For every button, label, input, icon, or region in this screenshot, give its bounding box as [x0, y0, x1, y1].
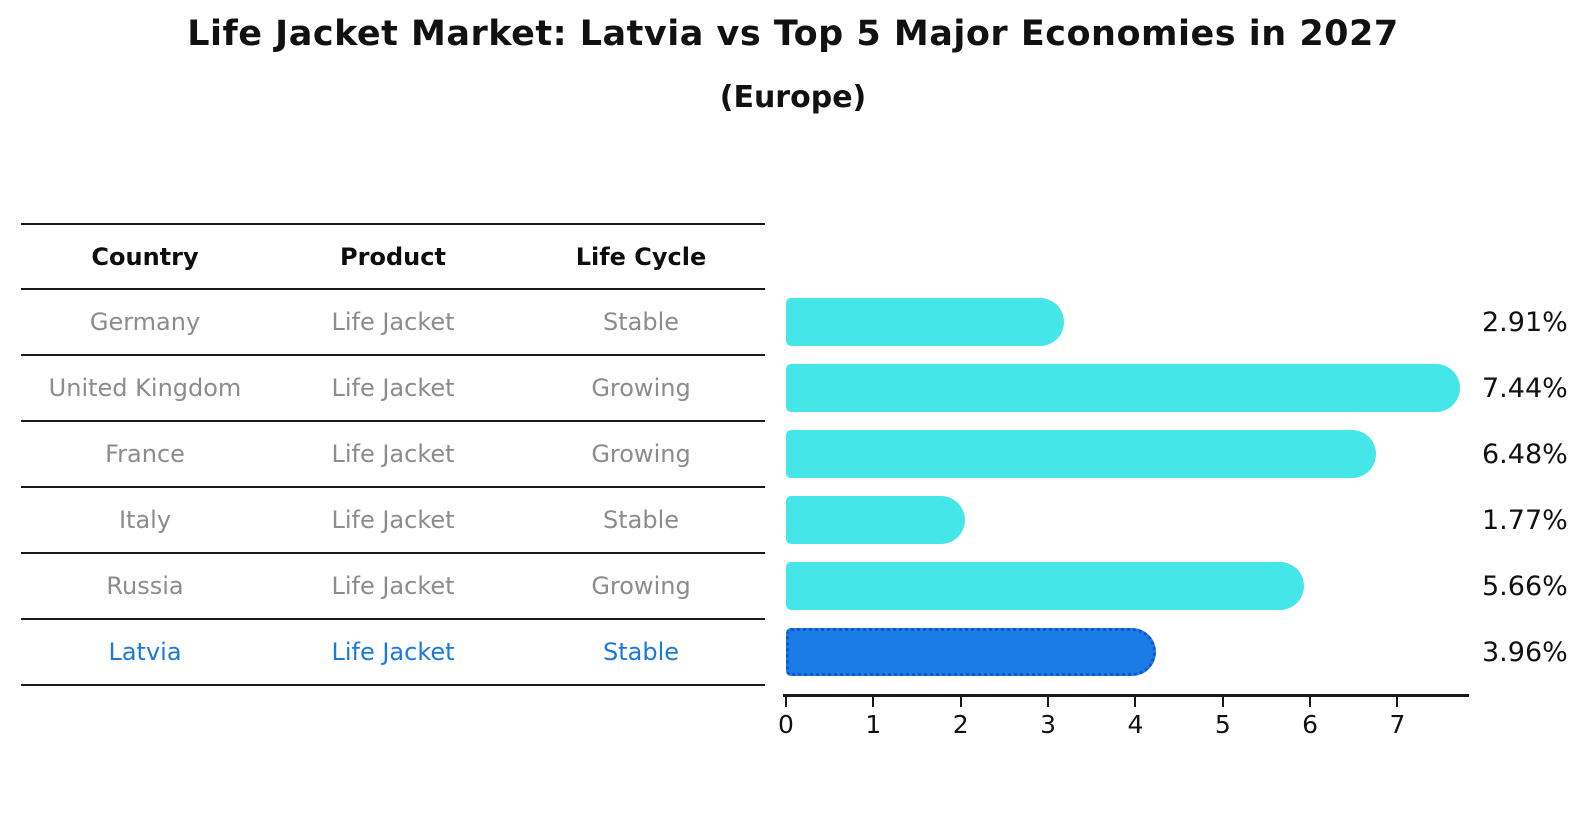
bar-france [786, 430, 1377, 478]
cell-product: Life Jacket [331, 374, 455, 402]
table-row-latvia: Latvia Life Jacket Stable [21, 620, 765, 686]
x-tick-label-7: 7 [1389, 710, 1406, 739]
x-tick-mark-2 [959, 697, 962, 707]
country-table: Country Product Life Cycle Germany Life J… [21, 223, 765, 686]
cell-product: Life Jacket [331, 638, 455, 666]
cell-product: Life Jacket [331, 308, 455, 336]
cell-country: Russia [106, 572, 184, 600]
x-tick-mark-1 [872, 697, 875, 707]
bar-germany [786, 298, 1065, 346]
bar-united-kingdom [786, 364, 1460, 412]
cell-country: France [105, 440, 185, 468]
table-row-france: France Life Jacket Growing [21, 422, 765, 488]
bar-row-latvia [786, 619, 1470, 685]
cell-country: Germany [89, 308, 201, 336]
value-label-italy: 1.77% [1482, 504, 1568, 536]
table-row-russia: Russia Life Jacket Growing [21, 554, 765, 620]
cell-life-cycle: Stable [602, 506, 680, 534]
bar-row-russia [786, 553, 1470, 619]
column-header-country: Country [91, 242, 199, 271]
cell-country: Latvia [108, 638, 182, 666]
value-labels: 2.91% 7.44% 6.48% 1.77% 5.66% 3.96% [1482, 289, 1582, 685]
x-tick-label-0: 0 [778, 710, 794, 739]
x-tick-mark-0 [785, 697, 787, 707]
column-header-life-cycle: Life Cycle [575, 242, 707, 271]
value-label-united-kingdom: 7.44% [1482, 372, 1568, 404]
x-axis-line [783, 694, 1469, 697]
cell-life-cycle: Stable [602, 638, 680, 666]
cell-life-cycle: Growing [591, 572, 691, 600]
cell-country: Italy [118, 506, 172, 534]
table-row-italy: Italy Life Jacket Stable [21, 488, 765, 554]
x-tick-mark-3 [1047, 697, 1050, 707]
bar-latvia [786, 628, 1156, 676]
bar-russia [786, 562, 1305, 610]
bar-row-italy [786, 487, 1470, 553]
x-tick-label-5: 5 [1214, 710, 1231, 739]
x-tick-mark-7 [1396, 697, 1399, 707]
cell-life-cycle: Stable [602, 308, 680, 336]
cell-product: Life Jacket [331, 506, 455, 534]
table-body: Germany Life Jacket Stable United Kingdom Li… [21, 290, 765, 686]
value-label-germany: 2.91% [1482, 306, 1568, 338]
bar-row-france [786, 421, 1470, 487]
table-row-united-kingdom: United Kingdom Life Jacket Growing [21, 356, 765, 422]
chart-title: Life Jacket Market: Latvia vs Top 5 Majo… [187, 14, 1399, 54]
bar-area [786, 289, 1470, 685]
x-tick-mark-5 [1221, 697, 1224, 707]
x-tick-label-1: 1 [865, 710, 882, 739]
value-label-russia: 5.66% [1482, 570, 1568, 602]
bar-row-germany [786, 289, 1470, 355]
cell-life-cycle: Growing [591, 440, 691, 468]
bar-italy [786, 496, 965, 544]
value-label-latvia: 3.96% [1482, 636, 1568, 668]
value-label-france: 6.48% [1482, 438, 1568, 470]
cell-country: United Kingdom [48, 374, 242, 402]
cell-product: Life Jacket [331, 572, 455, 600]
table-header-row: Country Product Life Cycle [21, 223, 765, 290]
x-tick-label-2: 2 [952, 710, 969, 739]
column-header-product: Product [340, 242, 446, 271]
cell-life-cycle: Growing [591, 374, 691, 402]
chart-subtitle: (Europe) [719, 80, 867, 115]
x-tick-label-3: 3 [1040, 710, 1057, 739]
table-row-germany: Germany Life Jacket Stable [21, 290, 765, 356]
x-tick-mark-4 [1134, 697, 1137, 707]
x-tick-mark-6 [1309, 697, 1312, 707]
bar-row-united-kingdom [786, 355, 1470, 421]
cell-product: Life Jacket [331, 440, 455, 468]
x-tick-label-6: 6 [1302, 710, 1319, 739]
x-tick-label-4: 4 [1127, 710, 1144, 739]
x-axis: 0 1 2 3 4 5 6 7 [778, 694, 1469, 754]
